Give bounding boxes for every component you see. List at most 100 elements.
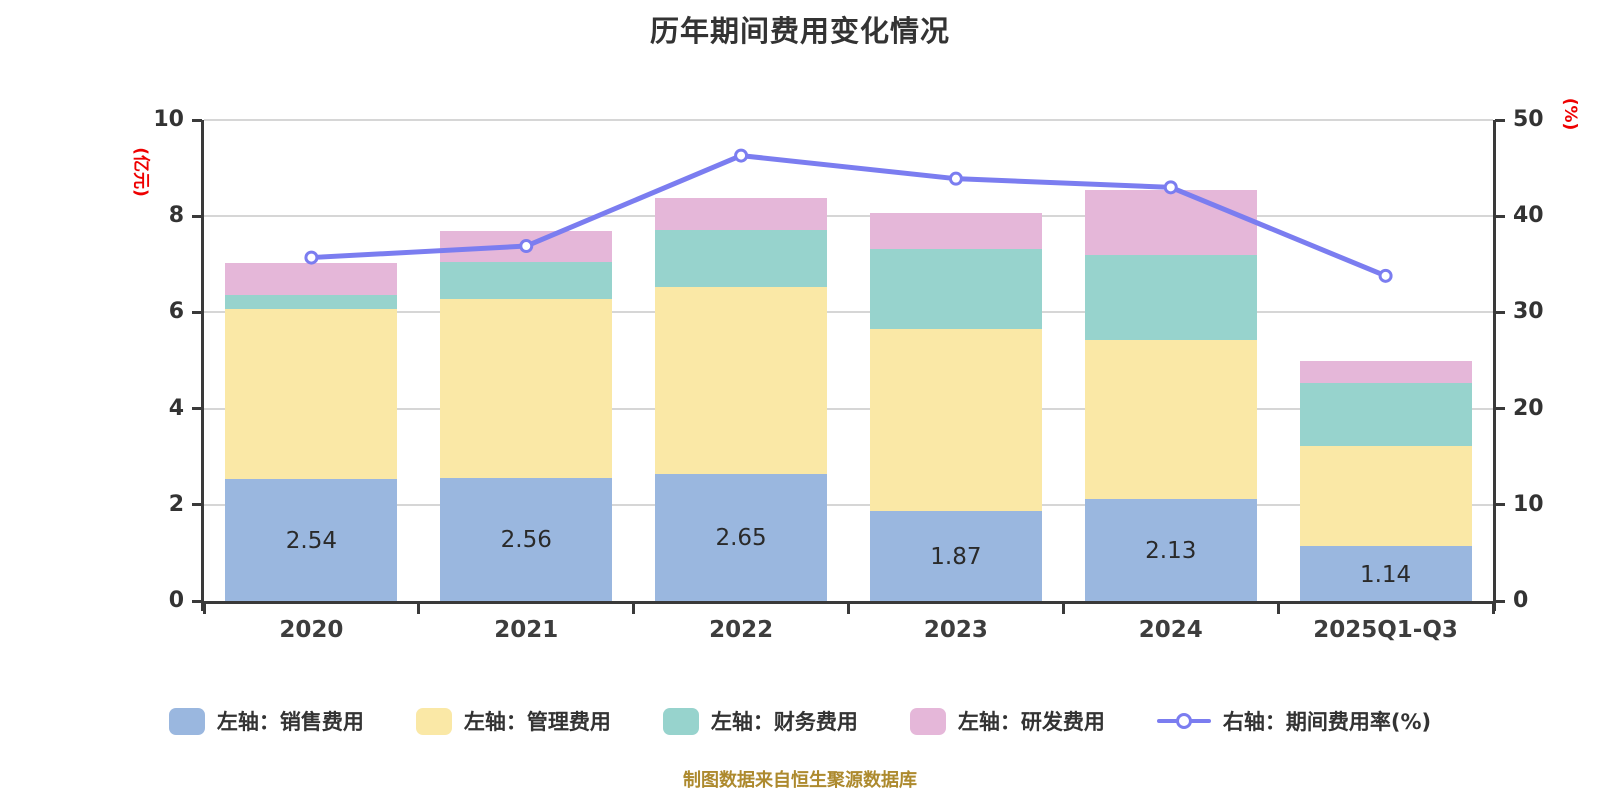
bar-admin-2024 [1084,339,1257,499]
gridline-10 [204,119,1493,121]
x-axis-tick [1061,604,1065,614]
bar-sales-2022 [655,473,827,601]
legend-label-expense-ratio: 右轴：期间费用率(%) [1222,710,1432,734]
legend-label-sales: 左轴：销售费用 [216,710,364,734]
gridline-8 [204,215,1493,218]
legend-swatch-admin [415,707,452,735]
left-axis-tick-label: 8 [168,203,184,229]
legend-swatch-rnd [909,707,946,735]
right-axis-tick-label: 20 [1513,395,1544,421]
line-marker-2022 [734,148,749,163]
x-axis-label-2025Q1-Q3: 2025Q1-Q3 [1313,617,1458,643]
bar-finance-2025Q1-Q3 [1299,383,1472,447]
bar-rnd-2023 [869,212,1042,249]
left-axis-tick-label: 0 [168,588,184,613]
legend-item-sales[interactable]: 左轴：销售费用 [168,706,364,736]
x-axis-tick [1491,604,1495,614]
gridline-2 [204,503,1493,506]
x-axis-tick [417,604,421,614]
right-axis-tick-label: 40 [1513,203,1544,229]
x-axis-tick [1276,604,1280,614]
legend-item-expense-ratio[interactable]: 右轴：期间费用率(%) [1156,706,1432,736]
bar-sales-2020 [225,478,398,601]
right-axis-tick-30 [1495,310,1505,314]
line-marker-2024 [1163,180,1178,195]
left-axis-line [201,120,204,611]
right-axis-tick-20 [1495,407,1505,411]
x-axis-tick [847,604,850,614]
bar-admin-2020 [225,309,398,479]
bar-rnd-2024 [1084,190,1257,256]
bar-rnd-2022 [655,197,827,231]
bar-value-label-2024: 2.13 [1145,537,1197,564]
line-marker-2023 [948,171,963,186]
expense-ratio-line [308,153,1389,279]
bar-value-label-2023: 1.87 [930,544,982,571]
left-axis-unit-label: (亿元) [130,147,151,197]
bar-finance-2023 [869,248,1042,330]
legend-swatch-finance [662,707,699,735]
right-axis-line [1493,120,1496,611]
right-axis-tick-label: 30 [1513,299,1544,325]
ratio-line-layer [304,148,1393,283]
bar-value-label-2025Q1-Q3: 1.14 [1359,561,1412,588]
data-source-note: 制图数据来自恒生聚源数据库 [683,770,917,791]
bar-sales-2025Q1-Q3 [1299,546,1472,601]
x-axis-tick [632,604,636,614]
bar-finance-2020 [225,295,398,310]
bar-sales-2023 [869,511,1042,601]
legend-item-rnd[interactable]: 左轴：研发费用 [909,706,1105,736]
right-axis-tick-10 [1495,503,1505,507]
bar-rnd-2025Q1-Q3 [1299,360,1472,384]
bar-value-label-2020: 2.54 [285,527,338,554]
legend-item-finance[interactable]: 左轴：财务费用 [662,706,858,736]
gridline-4 [204,407,1493,410]
line-marker-2021 [519,239,534,254]
bar-value-label-2022: 2.65 [715,525,767,552]
bar-sales-2024 [1084,498,1257,601]
legend-item-admin[interactable]: 左轴：管理费用 [415,706,611,736]
plot-area: 0 2 4 6 8 10 0 10 20 30 40 50 2.54 2020 2.56 2021 2.65 20… [153,108,1543,644]
bar-admin-2023 [869,329,1042,512]
bar-value-label-2021: 2.56 [500,527,552,554]
right-axis-tick-50 [1495,118,1505,122]
left-axis-tick-0 [192,599,202,603]
legend-label-rnd: 左轴：研发费用 [957,710,1105,734]
left-axis-tick-4 [192,407,202,411]
legend-label-admin: 左轴：管理费用 [463,710,611,734]
bar-finance-2024 [1084,255,1257,340]
legend-swatch-sales [168,707,205,735]
left-axis-tick-label: 6 [168,299,184,325]
left-axis-tick-label: 10 [153,107,184,132]
legend: 左轴：销售费用 左轴：管理费用 左轴：财务费用 左轴：研发费用 右轴：期间费用率(%) [0,706,1600,736]
right-axis-tick-label: 0 [1513,588,1529,613]
legend-line-marker-icon [1156,712,1211,730]
bar-sales-2021 [440,477,613,601]
chart-title: 历年期间费用变化情况 [649,14,950,48]
right-axis-tick-40 [1495,214,1505,218]
line-marker-2025Q1-Q3 [1378,268,1393,283]
bar-admin-2022 [655,286,827,474]
x-axis-label-2021: 2021 [494,617,559,643]
left-axis-tick-2 [192,503,202,507]
line-marker-2020 [304,250,319,265]
bar-finance-2022 [655,230,827,287]
x-axis-line [201,601,1496,604]
left-axis-tick-8 [192,214,202,218]
x-axis-label-2020: 2020 [279,617,344,643]
right-axis-unit-label: (%) [1560,97,1580,131]
bar-rnd-2020 [225,262,398,296]
gridline-6 [204,311,1493,314]
right-axis-tick-label: 10 [1513,491,1544,517]
x-axis-label-2022: 2022 [709,617,774,643]
left-axis-tick-6 [192,310,202,314]
bar-admin-2021 [440,298,613,478]
bar-admin-2025Q1-Q3 [1299,446,1472,547]
left-axis-tick-10 [192,118,202,122]
bar-finance-2021 [440,261,613,299]
x-axis-label-2024: 2024 [1138,617,1203,643]
right-axis-tick-label: 50 [1513,107,1544,132]
legend-label-finance: 左轴：财务费用 [710,710,858,734]
x-axis-label-2023: 2023 [923,617,988,643]
